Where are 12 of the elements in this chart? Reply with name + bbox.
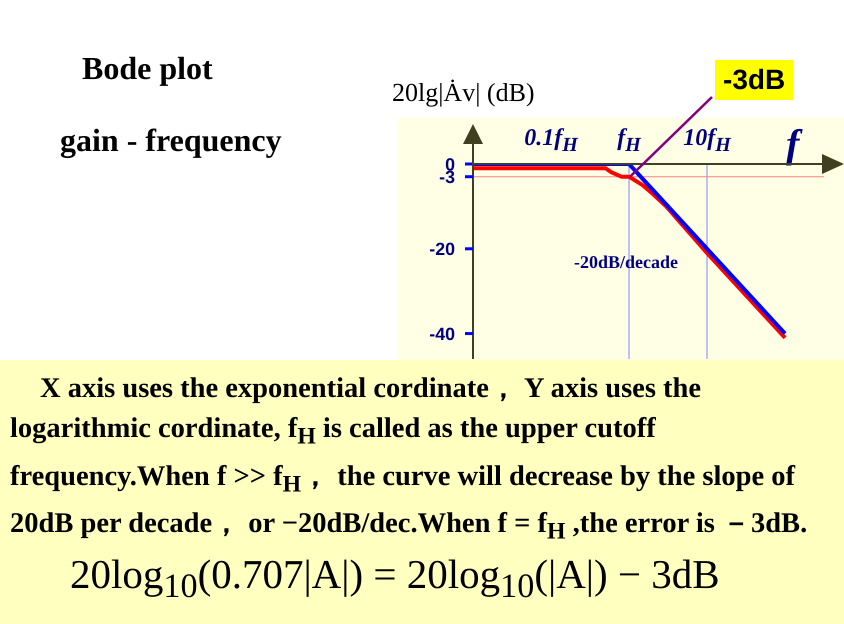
y-tick-label: -20 [429,239,456,260]
text: gain - frequency [60,122,282,159]
x-tick-label: 0.1f$_{H}$ [523,125,580,157]
x-tick-label: f$_{H}$ [616,125,642,157]
annotation: -3dB [715,60,794,100]
annotation: -20dB/decade [574,252,678,273]
text: 20log$_{10}$(0.707|A|) = 20log$_{10}$(|A|) − 3dB [70,550,720,606]
y-tick-label: -40 [429,324,456,344]
y-axis-title: 20lg|Ȧv| (dB) [392,78,535,108]
text: Bode plot [82,50,213,87]
x-tick-label: 10f$_{H}$ [682,125,732,157]
text: X axis uses the exponential cordinate， Y axis uses the logarithmic cordinate, f$_{H}$ is called as the upper cutoff frequency.When f >> f$_{H}$， the curve will decrease by the slope of 20dB per decade， or −20dB/dec.When f = f$_{H}$ ,the error is －3dB. [10,373,808,546]
